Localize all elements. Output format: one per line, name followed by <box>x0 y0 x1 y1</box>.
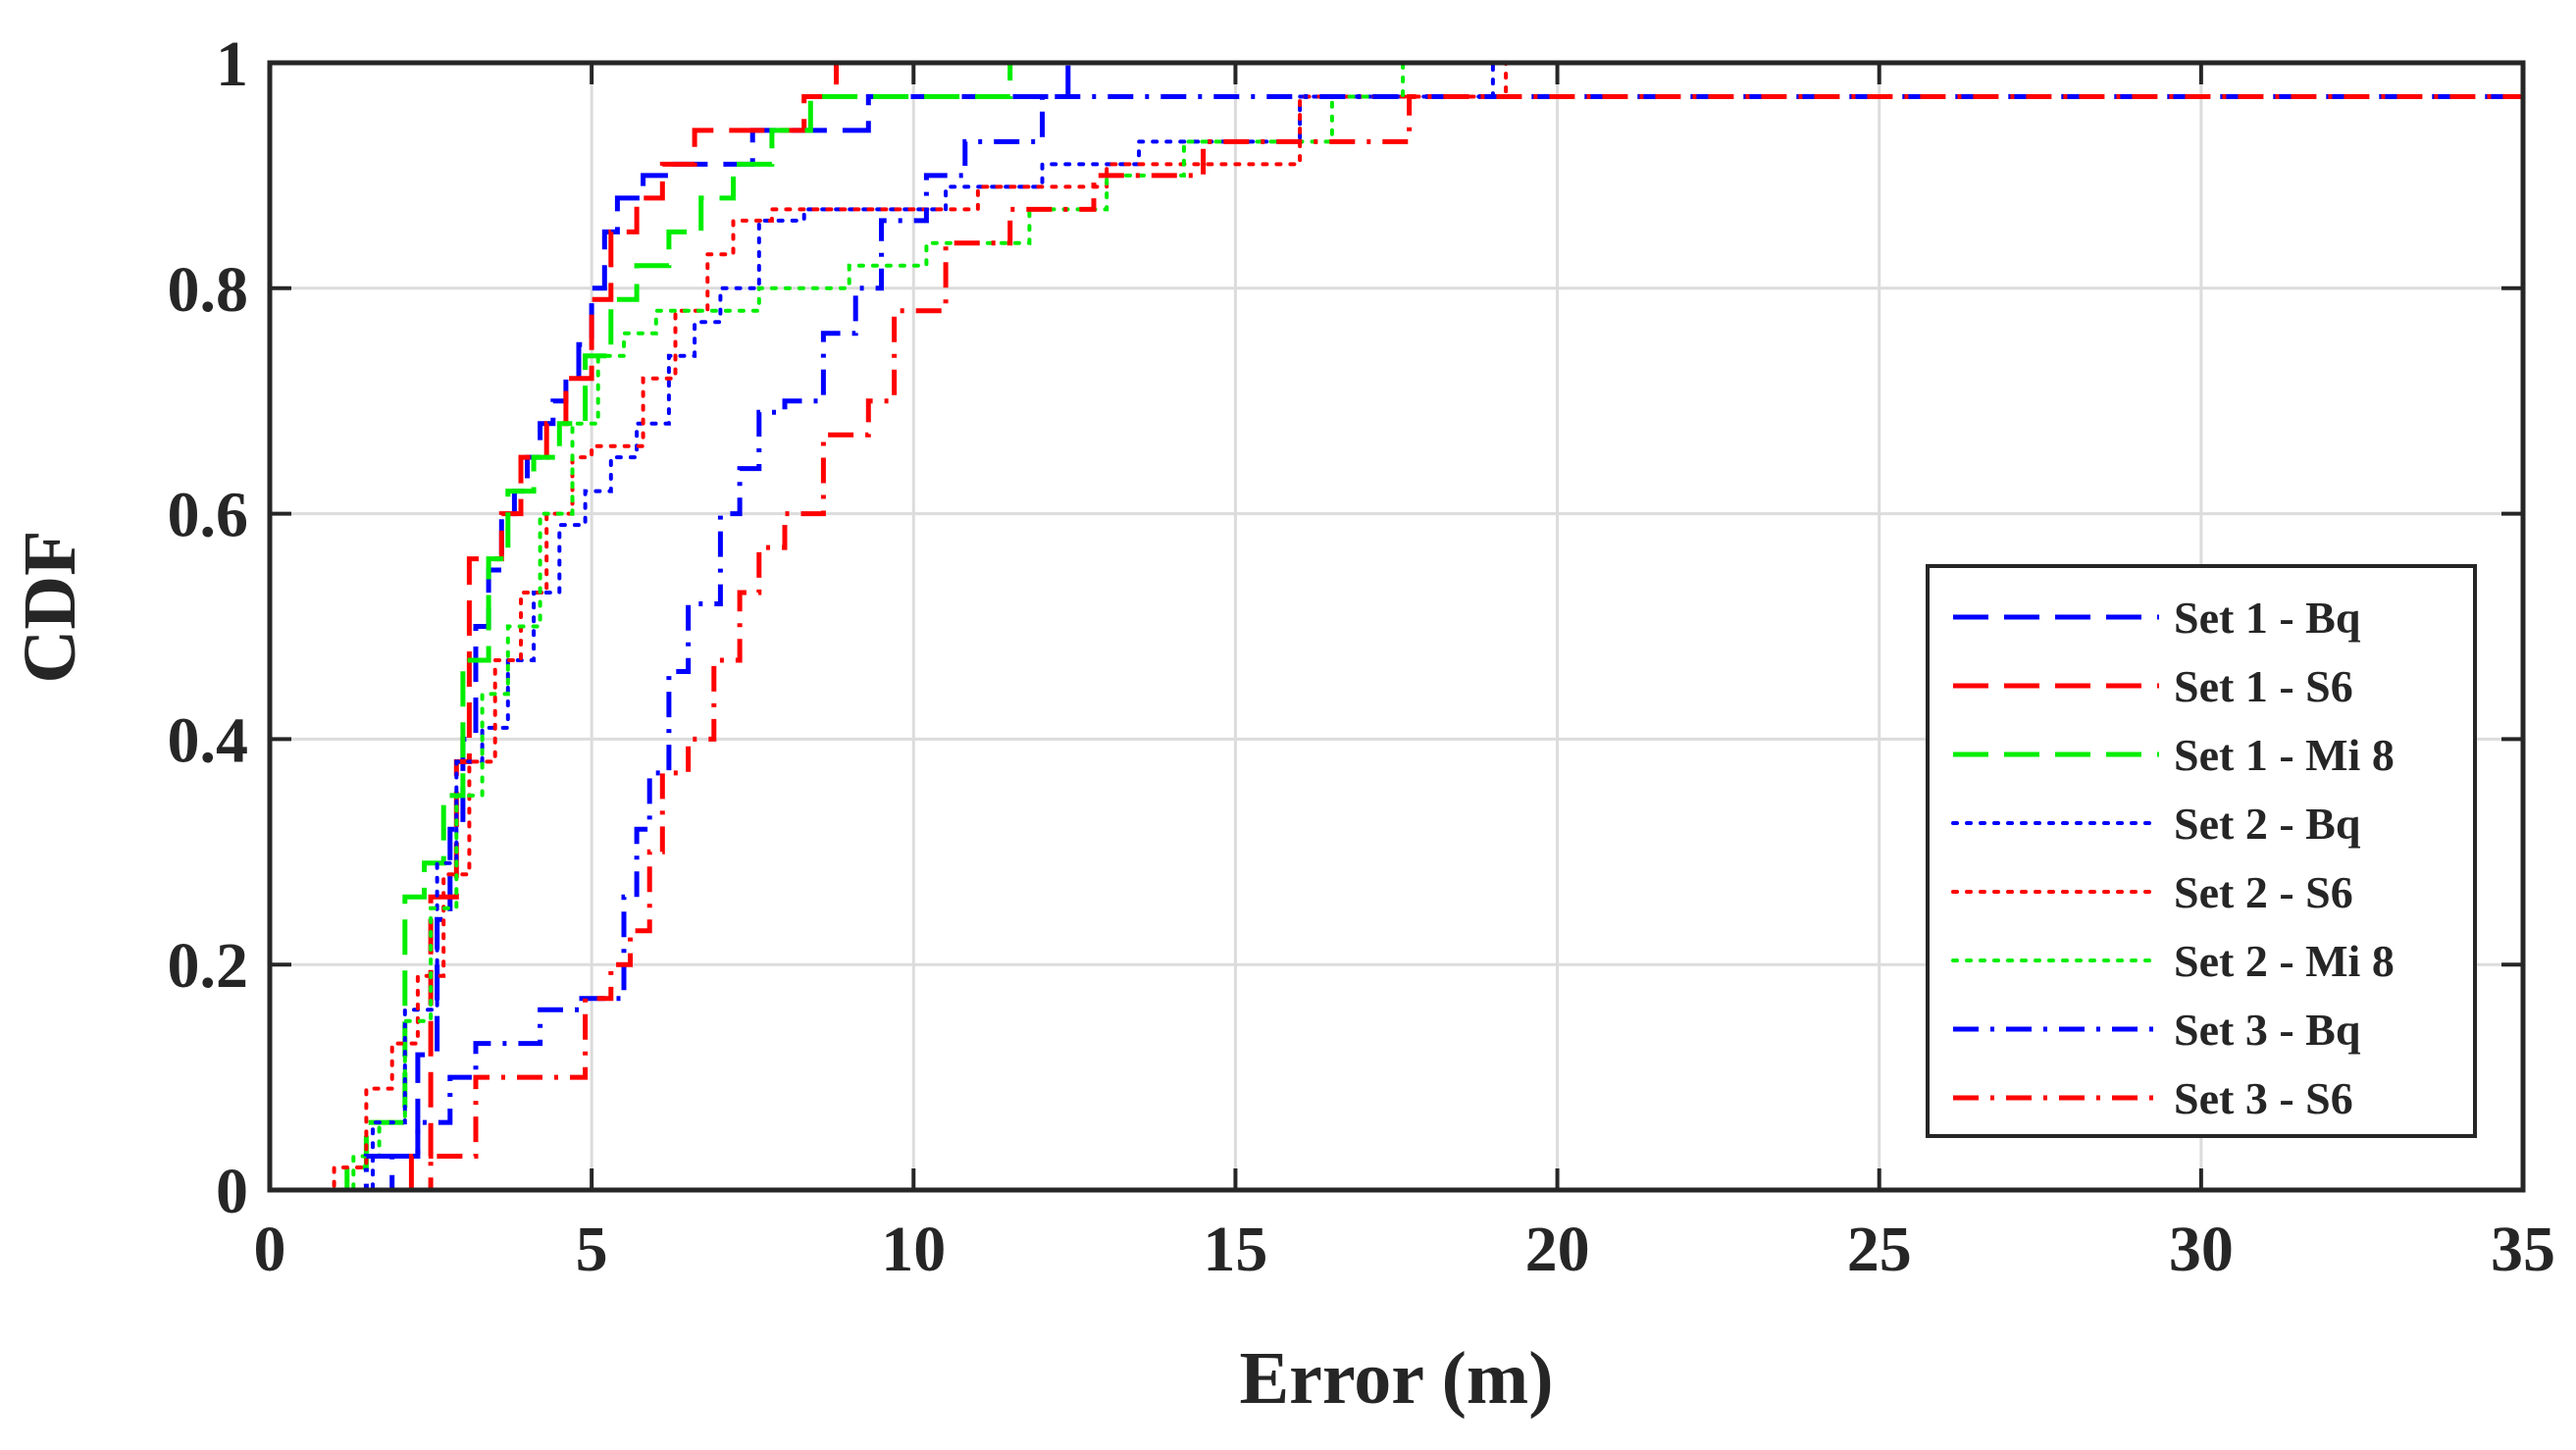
plot-frame <box>267 60 2526 1193</box>
legend-label: Set 1 - Bq <box>2174 593 2361 643</box>
legend-label: Set 1 - Mi 8 <box>2174 730 2395 780</box>
axis-ticks: 0 5 10 15 20 25 30 35 0 0.2 0.4 0.6 0.8 1 <box>168 28 2556 1285</box>
legend: Set 1 - Bq Set 1 - S6 Set 1 - Mi 8 Set 2 - … <box>1926 564 2477 1138</box>
x-tick-label: 20 <box>1525 1214 1590 1285</box>
y-tick-label: 0.4 <box>168 704 249 776</box>
x-tick-label: 35 <box>2491 1214 2555 1285</box>
legend-label: Set 3 - Bq <box>2174 1005 2361 1055</box>
series-lines <box>270 63 2523 1190</box>
x-tick-label: 25 <box>1847 1214 1912 1285</box>
series-line-set-1-mi-8 <box>334 63 2523 1190</box>
y-tick-label: 0.6 <box>168 480 249 551</box>
y-tick-label: 1 <box>216 28 248 100</box>
series-line-set-3-s6 <box>417 94 2523 1190</box>
legend-label: Set 3 - S6 <box>2174 1073 2353 1123</box>
legend-label: Set 2 - Bq <box>2174 799 2361 849</box>
series-line-set-1-s6 <box>408 63 2523 1190</box>
legend-label: Set 2 - S6 <box>2174 867 2353 917</box>
legend-label: Set 2 - Mi 8 <box>2174 936 2395 986</box>
x-tick-label: 15 <box>1203 1214 1267 1285</box>
legend-box <box>1926 564 2477 1138</box>
x-tick-label: 10 <box>881 1214 946 1285</box>
x-tick-label: 5 <box>576 1214 608 1285</box>
series-line-set-2-s6 <box>270 63 2523 1190</box>
series-line-set-2-mi-8 <box>326 63 2523 1190</box>
x-tick-label: 0 <box>254 1214 286 1285</box>
y-tick-label: 0.8 <box>168 254 249 326</box>
x-tick-label: 30 <box>2169 1214 2234 1285</box>
x-axis-label: Error (m) <box>1239 1337 1553 1420</box>
y-tick-label: 0 <box>216 1156 248 1227</box>
y-tick-label: 0.2 <box>168 930 249 1002</box>
y-axis-label: CDF <box>9 530 91 683</box>
series-line-set-3-bq <box>346 94 2523 1190</box>
series-line-set-2-bq <box>344 63 2523 1190</box>
legend-label: Set 1 - S6 <box>2174 661 2353 711</box>
